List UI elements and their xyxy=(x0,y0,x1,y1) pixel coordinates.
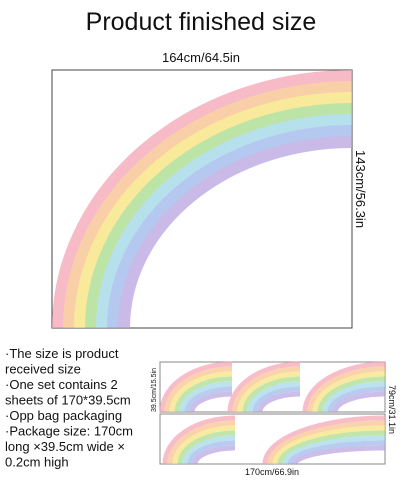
mini-band xyxy=(174,376,233,413)
mini-band xyxy=(164,366,233,413)
rainbow-band xyxy=(63,81,353,329)
product-frame xyxy=(51,69,353,329)
description-line: ·Package size: 170cm xyxy=(5,424,133,439)
width-label: 164cm/64.5in xyxy=(162,50,240,65)
mini-band xyxy=(247,381,301,413)
sheet-height-label: 39.5cm/15.5in xyxy=(151,368,158,412)
description-line: long ×39.5cm wide × xyxy=(5,439,125,454)
mini-band xyxy=(267,420,386,465)
mini-band xyxy=(232,366,301,413)
sheet-depth-label: 79cm/31.1in xyxy=(387,385,397,434)
rainbow-band xyxy=(74,92,353,329)
rainbow-band xyxy=(96,114,353,329)
description-line: ·One set contains 2 xyxy=(5,377,118,392)
mini-band xyxy=(189,391,233,413)
rainbow-band xyxy=(85,103,353,329)
description-line: sheets of 170*39.5cm xyxy=(5,393,131,408)
mini-band xyxy=(184,386,233,413)
mini-band xyxy=(172,425,236,465)
mini-band xyxy=(302,361,386,413)
mini-band xyxy=(177,430,236,465)
mini-band xyxy=(192,445,236,465)
title: Product finished size xyxy=(86,8,317,36)
mini-band xyxy=(312,371,386,413)
mini-band xyxy=(282,435,386,465)
mini-band xyxy=(262,415,386,465)
description-line: received size xyxy=(5,362,81,377)
mini-band xyxy=(169,371,233,413)
mini-band xyxy=(167,420,236,465)
rainbow-band xyxy=(118,136,353,329)
mini-band xyxy=(307,366,386,413)
mini-band xyxy=(287,440,386,465)
rainbow-band xyxy=(107,125,353,329)
mini-band xyxy=(242,376,301,413)
rainbow xyxy=(52,70,353,329)
rainbow-band xyxy=(52,70,353,329)
mini-band xyxy=(159,361,233,413)
mini-band xyxy=(272,425,386,465)
mini-band xyxy=(182,435,236,465)
mini-band xyxy=(332,391,386,413)
mini-band xyxy=(292,445,386,465)
mini-band xyxy=(257,391,301,413)
mini-band xyxy=(322,381,386,413)
mini-band xyxy=(277,430,386,465)
mini-band xyxy=(252,386,301,413)
sheets-preview xyxy=(159,361,386,465)
height-label: 143cm/56.3in xyxy=(353,150,368,228)
description-line: ·Opp bag packaging xyxy=(5,408,122,423)
sheet-width-label: 170cm/66.9in xyxy=(245,467,299,477)
description-line: 0.2cm high xyxy=(5,455,69,470)
mini-band xyxy=(162,415,236,465)
description-line: ·The size is product xyxy=(5,346,119,361)
mini-band xyxy=(187,440,236,465)
mini-band xyxy=(179,381,233,413)
mini-band xyxy=(237,371,301,413)
mini-band xyxy=(327,386,386,413)
mini-band xyxy=(317,376,386,413)
mini-band xyxy=(227,361,301,413)
